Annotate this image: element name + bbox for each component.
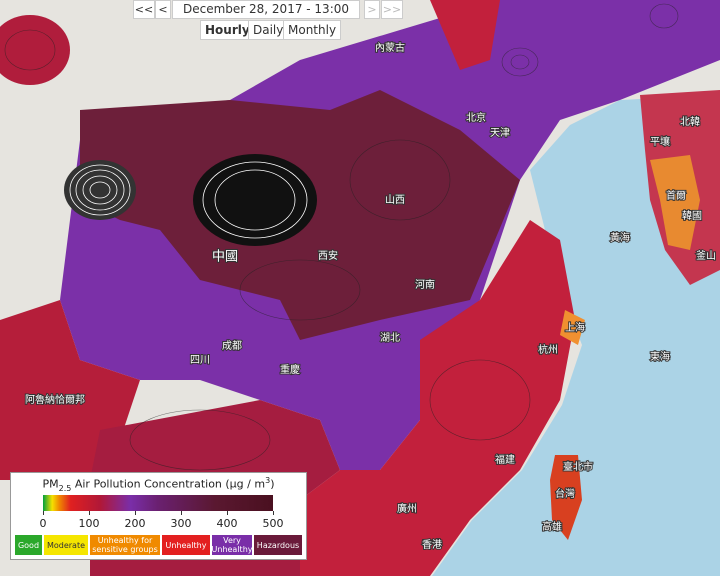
tick-label: 500 xyxy=(262,517,284,530)
map-label: 平壤 xyxy=(650,135,670,148)
map-label: 東海 xyxy=(650,350,670,363)
legend-title-part: PM xyxy=(42,477,59,491)
map-label: 福建 xyxy=(495,453,515,466)
map-label: 成都 xyxy=(222,340,242,352)
map-label: 河南 xyxy=(415,278,435,291)
map-label: 韓國 xyxy=(682,210,702,222)
button[interactable]: < xyxy=(155,0,171,19)
tick-mark xyxy=(43,511,44,515)
map-label: 臺北市 xyxy=(563,460,593,473)
legend-title-part: 2.5 xyxy=(58,483,72,493)
view-button[interactable]: Hourly xyxy=(200,20,255,40)
legend-title-part: Air Pollution Concentration (μg / m xyxy=(71,477,266,491)
map-label: 北京 xyxy=(466,111,486,124)
map-label: 內蒙古 xyxy=(375,41,405,54)
category: Unhealthy xyxy=(162,535,210,555)
color-bar xyxy=(43,495,273,511)
category: Hazardous xyxy=(254,535,302,555)
category: Good xyxy=(15,535,42,555)
map-label: 重慶 xyxy=(280,363,300,376)
legend-title: PM2.5 Air Pollution Concentration (μg / … xyxy=(11,476,306,493)
tick-label: 200 xyxy=(124,517,146,530)
button[interactable]: << xyxy=(133,0,155,19)
category: Moderate xyxy=(44,535,88,555)
view-button[interactable]: Monthly xyxy=(283,20,342,40)
map-label: 香港 xyxy=(422,539,442,551)
tick-mark xyxy=(227,511,228,515)
map-label: 釜山 xyxy=(696,249,716,262)
map-label: 天津 xyxy=(490,127,510,139)
category: Very Unhealthy xyxy=(211,535,253,555)
tick-mark xyxy=(89,511,90,515)
map-label: 阿魯納恰爾邦 xyxy=(25,393,85,406)
map-label: 高雄 xyxy=(542,520,562,533)
map-label: 黃海 xyxy=(610,231,630,244)
datetime: December 28, 2017 - 13:00 (UTC) xyxy=(172,0,360,33)
tick-label: 0 xyxy=(39,517,47,530)
legend-title-part: ) xyxy=(270,477,275,491)
map-label: 上海 xyxy=(565,321,585,334)
category: Unhealthy for sensitive groups xyxy=(90,535,160,555)
tick-mark xyxy=(181,511,182,515)
map-label: 湖北 xyxy=(380,332,400,344)
map-label: 廣州 xyxy=(397,502,417,515)
map-label: 首爾 xyxy=(666,189,686,202)
legend: PM2.5 Air Pollution Concentration (μg / … xyxy=(10,472,307,560)
tick-label: 100 xyxy=(78,517,100,530)
map-label: 中國 xyxy=(212,250,238,265)
button[interactable]: > xyxy=(364,0,380,19)
map-label: 西安 xyxy=(318,249,338,262)
map-label: 北韓 xyxy=(680,116,700,128)
map-label: 四川 xyxy=(190,355,210,366)
tick-mark xyxy=(135,511,136,515)
legend-title-part: 3 xyxy=(265,476,271,485)
tick-label: 400 xyxy=(216,517,238,530)
tick-mark xyxy=(273,511,274,515)
tick-label: 300 xyxy=(170,517,192,530)
map-label: 杭州 xyxy=(538,343,558,356)
button[interactable]: >> xyxy=(381,0,403,19)
map-label: 台灣 xyxy=(555,487,575,500)
map-label: 山西 xyxy=(385,194,405,206)
